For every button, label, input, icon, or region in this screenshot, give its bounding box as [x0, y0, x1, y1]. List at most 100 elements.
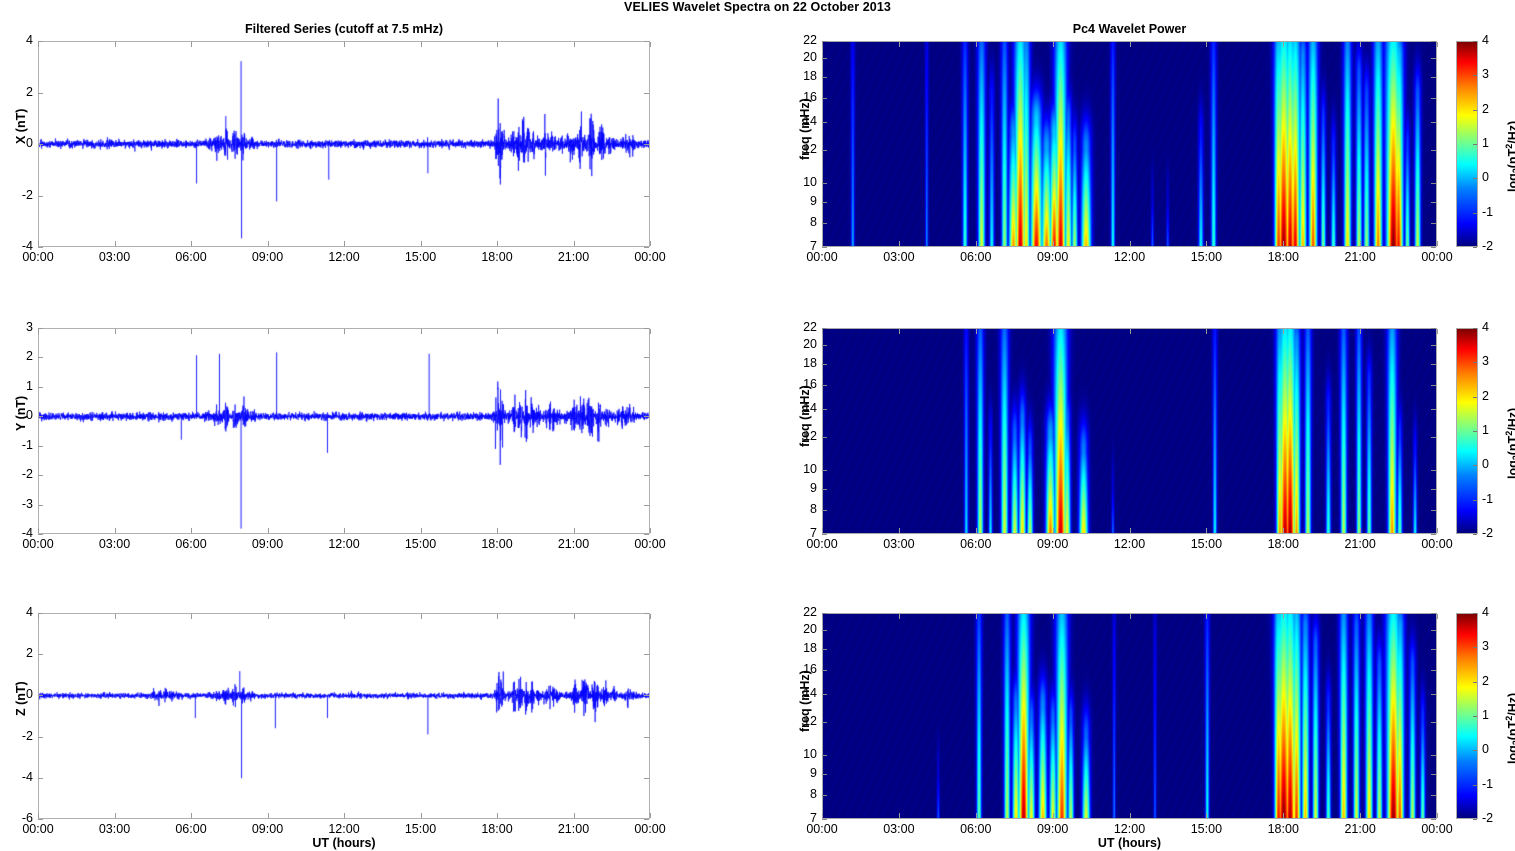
ytick-sp-x-7 [822, 201, 827, 203]
xtick-ts-y-5 [420, 528, 422, 533]
ytick-sp-z-0 [822, 613, 827, 614]
ytick-label-sp-y-1: 20 [803, 337, 817, 352]
cbar-tick-x-4 [1473, 178, 1477, 180]
xtick-label-sp-y-4: 12:00 [1113, 537, 1146, 551]
xtick-top-sp-x-6 [1283, 42, 1285, 47]
xtick-label-sp-y-5: 15:00 [1190, 537, 1223, 551]
colorbar-x[interactable] [1456, 41, 1478, 247]
xtick-sp-z-3 [1052, 813, 1054, 818]
xtick-label-sp-z-7: 21:00 [1344, 822, 1376, 836]
xtick-label-ts-x-5: 15:00 [404, 250, 437, 264]
xtick-ts-z-1 [114, 813, 116, 818]
ytick-label-sp-y-4: 14 [803, 401, 817, 416]
ytick-r-ts-y-5 [644, 475, 649, 477]
cbar-tick-z-3 [1473, 716, 1477, 717]
cbar-tick-label-z-3: 1 [1482, 708, 1489, 722]
ytick-sp-z-3 [822, 670, 827, 672]
ytick-sp-x-0 [822, 41, 827, 42]
ytick-r-sp-y-6 [1431, 469, 1436, 471]
ytick-label-sp-x-3: 16 [803, 90, 817, 105]
xtick-ts-z-3 [267, 813, 269, 818]
xtick-top-sp-x-4 [1129, 42, 1131, 47]
ytick-r-ts-z-1 [644, 654, 649, 656]
xtick-label-sp-z-8: 00:00 [1421, 822, 1453, 836]
ytick-sp-y-4 [822, 409, 827, 411]
cbar-tick-label-z-6: -2 [1482, 811, 1494, 825]
ytick-label-ts-x-1: 2 [26, 84, 33, 99]
ytick-r-sp-x-8 [1431, 222, 1436, 224]
ytick-r-sp-z-4 [1431, 694, 1436, 696]
xtick-sp-x-2 [975, 241, 977, 246]
xtick-ts-x-6 [497, 241, 498, 246]
ytick-r-sp-y-9 [1431, 534, 1436, 535]
ytick-r-sp-y-1 [1431, 345, 1436, 347]
colorbar-y[interactable] [1456, 328, 1478, 534]
xtick-ts-z-8 [650, 813, 651, 818]
colorbar-title-y: log2(nT2/Hz) [1504, 407, 1515, 479]
ytick-sp-y-7 [822, 488, 827, 490]
xtick-top-ts-z-0 [38, 614, 39, 619]
spectrogram-axes-z[interactable] [822, 613, 1437, 819]
xtick-sp-x-3 [1052, 241, 1054, 246]
ytick-r-sp-x-5 [1431, 150, 1436, 152]
xtick-ts-x-7 [573, 241, 575, 246]
xtick-ts-y-8 [650, 528, 651, 533]
cbar-tick-label-y-4: 0 [1482, 457, 1489, 472]
xtick-sp-z-4 [1129, 813, 1131, 818]
cbar-tick-label-y-0: 4 [1482, 320, 1489, 334]
ytick-ts-y-6 [38, 504, 43, 506]
xtick-top-sp-y-6 [1283, 329, 1285, 334]
cbar-tick-x-0 [1473, 41, 1477, 42]
ytick-ts-x-2 [38, 144, 43, 145]
xtick-top-sp-x-3 [1052, 42, 1054, 47]
ytick-label-sp-x-4: 14 [803, 114, 817, 129]
xtick-label-sp-x-7: 21:00 [1344, 250, 1376, 264]
spectrogram-axes-x[interactable] [822, 41, 1437, 247]
xtick-ts-x-0 [38, 241, 39, 246]
cbar-tick-z-6 [1473, 819, 1477, 820]
xtick-top-ts-x-5 [420, 42, 422, 47]
ytick-label-sp-x-0: 22 [803, 33, 817, 47]
cbar-tick-label-z-4: 0 [1482, 742, 1489, 757]
xtick-ts-x-4 [344, 241, 345, 246]
ytick-sp-x-3 [822, 98, 827, 100]
timeseries-axes-x[interactable] [38, 41, 650, 247]
spectrogram-axes-y[interactable] [822, 328, 1437, 534]
cbar-tick-y-3 [1473, 431, 1477, 432]
xtick-top-ts-z-6 [497, 614, 498, 619]
timeseries-axes-z[interactable] [38, 613, 650, 819]
xtick-top-sp-z-7 [1360, 614, 1362, 619]
xtick-label-sp-y-7: 21:00 [1344, 537, 1376, 551]
cbar-tick-z-2 [1473, 681, 1477, 683]
ytick-label-sp-z-6: 10 [803, 746, 817, 761]
xtick-sp-x-0 [822, 241, 823, 246]
xtick-ts-y-7 [573, 528, 575, 533]
ytick-r-sp-x-9 [1431, 247, 1436, 248]
cbar-tick-label-x-1: 3 [1482, 67, 1489, 82]
cbar-tick-label-x-6: -2 [1482, 239, 1494, 253]
ytick-sp-z-8 [822, 794, 827, 796]
xtick-top-sp-z-8 [1437, 614, 1438, 619]
ytick-r-sp-x-1 [1431, 58, 1436, 60]
xtick-label-sp-z-6: 18:00 [1267, 822, 1299, 836]
timeseries-axes-y[interactable] [38, 328, 650, 534]
xtick-ts-z-5 [420, 813, 422, 818]
xtick-top-ts-z-5 [420, 614, 422, 619]
xtick-label-sp-x-4: 12:00 [1113, 250, 1146, 264]
xtick-top-ts-z-4 [344, 614, 345, 619]
colorbar-z[interactable] [1456, 613, 1478, 819]
ytick-label-sp-z-4: 14 [803, 686, 817, 701]
ytick-sp-z-1 [822, 630, 827, 632]
ytick-label-sp-x-1: 20 [803, 50, 817, 65]
ytick-ts-y-3 [38, 416, 43, 418]
xtick-ts-y-6 [497, 528, 498, 533]
ytick-label-ts-y-6: -3 [21, 496, 33, 511]
xtick-top-sp-z-6 [1283, 614, 1285, 619]
xtick-top-sp-y-5 [1206, 329, 1208, 334]
xtick-sp-x-6 [1283, 241, 1285, 246]
xtick-top-sp-y-2 [975, 329, 977, 334]
ytick-label-sp-y-8: 8 [810, 501, 817, 516]
xtick-label-ts-y-5: 15:00 [404, 537, 437, 551]
xaxis-title-right: UT (hours) [1097, 836, 1162, 850]
